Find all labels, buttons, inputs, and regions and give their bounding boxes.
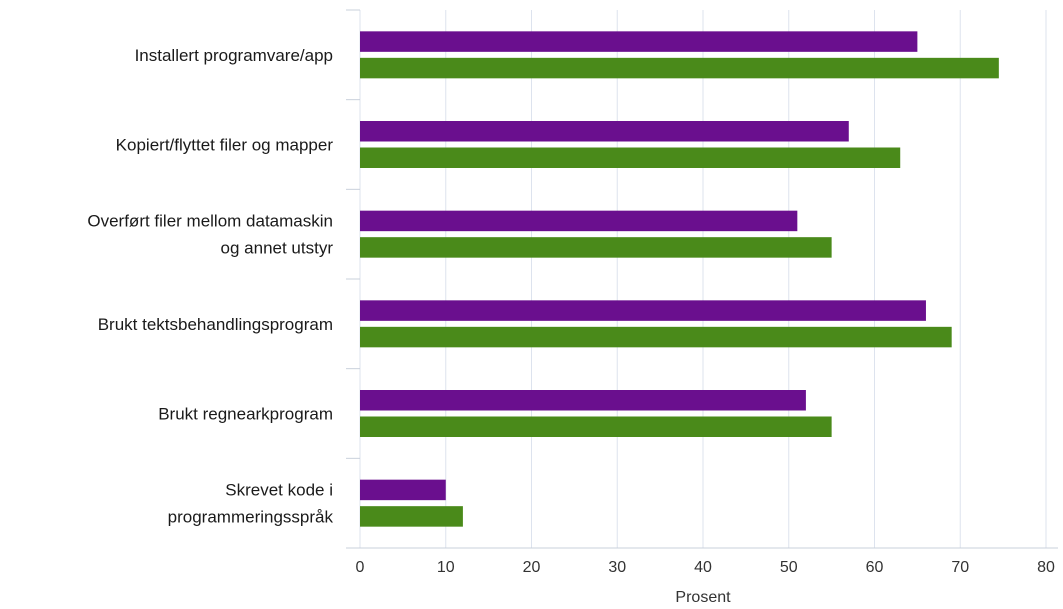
bar <box>360 210 798 232</box>
x-tick-label: 60 <box>866 559 884 576</box>
bars <box>360 31 999 527</box>
bar <box>360 31 918 52</box>
bar <box>360 506 463 527</box>
category-label: Installert programvare/app <box>135 46 333 65</box>
category-separators <box>346 9 1058 549</box>
x-tick-label: 10 <box>437 559 455 576</box>
bar <box>360 479 446 501</box>
bar <box>360 121 849 142</box>
x-tick-label: 70 <box>951 559 969 576</box>
bar <box>360 237 832 258</box>
x-tick-label: 80 <box>1037 559 1055 576</box>
x-tick-label: 40 <box>694 559 712 576</box>
bar <box>360 57 999 79</box>
category-label: programmeringsspråk <box>168 508 334 527</box>
bar <box>360 416 832 437</box>
x-tick-label: 30 <box>608 559 626 576</box>
category-labels: Installert programvare/app Kopiert/flytte… <box>87 46 333 527</box>
bar <box>360 390 806 411</box>
category-label: Brukt tektsbehandlingsprogram <box>98 315 333 334</box>
bar <box>360 326 952 348</box>
x-tick-labels: 0 10 20 30 40 50 60 70 80 <box>356 559 1055 576</box>
category-label: Kopiert/flyttet filer og mapper <box>116 136 334 155</box>
category-label: og annet utstyr <box>221 239 334 258</box>
bar <box>360 147 901 168</box>
category-label: Overført filer mellom datamaskin <box>87 212 333 231</box>
x-tick-label: 0 <box>356 559 365 576</box>
grid-lines <box>359 10 1047 548</box>
x-axis-title: Prosent <box>675 589 731 606</box>
category-label: Skrevet kode i <box>225 481 333 500</box>
bar <box>360 300 926 321</box>
x-tick-label: 20 <box>523 559 541 576</box>
category-label: Brukt regnearkprogram <box>158 405 333 424</box>
x-tick-label: 50 <box>780 559 798 576</box>
